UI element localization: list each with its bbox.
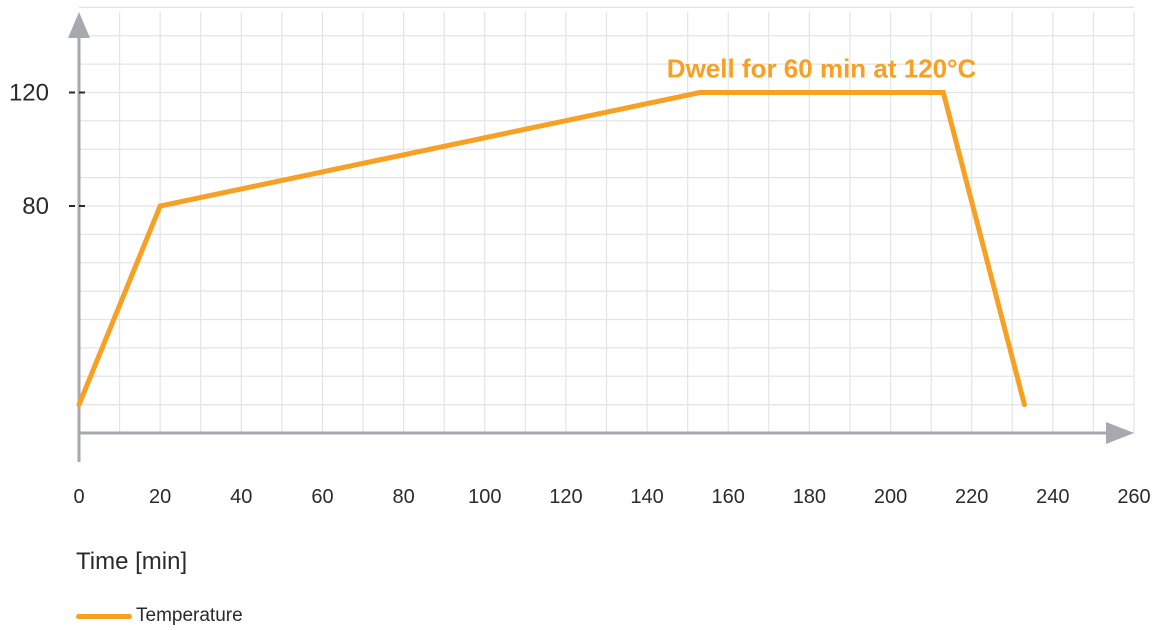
series-layer <box>76 90 1027 408</box>
x-tick-label: 240 <box>1036 486 1069 508</box>
legend: Temperature <box>76 604 243 628</box>
x-tick-label: 260 <box>1117 486 1150 508</box>
legend-label: Temperature <box>136 605 243 626</box>
x-tick-label: 40 <box>230 486 252 508</box>
x-tick-label: 220 <box>955 486 988 508</box>
x-tick-label: 0 <box>73 486 84 508</box>
x-tick-label: 200 <box>874 486 907 508</box>
y-tick-label: 120 <box>9 80 49 107</box>
x-tick-label: 120 <box>549 486 582 508</box>
x-tick-label: 180 <box>793 486 826 508</box>
x-tick-label: 100 <box>468 486 501 508</box>
x-tick-label: 60 <box>311 486 333 508</box>
legend-swatch <box>76 613 132 619</box>
axes <box>68 12 1134 462</box>
temperature-chart: 0 20 40 60 80 100 120 140 160 180 200 220 240 260 80 12… <box>9 6 1151 509</box>
x-tick-label: 160 <box>712 486 745 508</box>
y-axis-arrow <box>68 12 90 38</box>
tick-labels: 0 20 40 60 80 100 120 140 160 180 200 220 240 260 80 12… <box>9 80 1151 509</box>
temperature-line <box>76 90 1027 408</box>
x-tick-label: 20 <box>149 486 171 508</box>
x-tick-label: 140 <box>630 486 663 508</box>
annotations: Dwell for 60 min at 120°C <box>667 54 977 84</box>
dwell-annotation: Dwell for 60 min at 120°C <box>667 54 977 84</box>
y-tick-label: 80 <box>22 193 49 220</box>
x-axis-label: Time [min] <box>76 548 188 575</box>
x-tick-label: 80 <box>392 486 414 508</box>
x-axis-arrow <box>1106 422 1134 444</box>
